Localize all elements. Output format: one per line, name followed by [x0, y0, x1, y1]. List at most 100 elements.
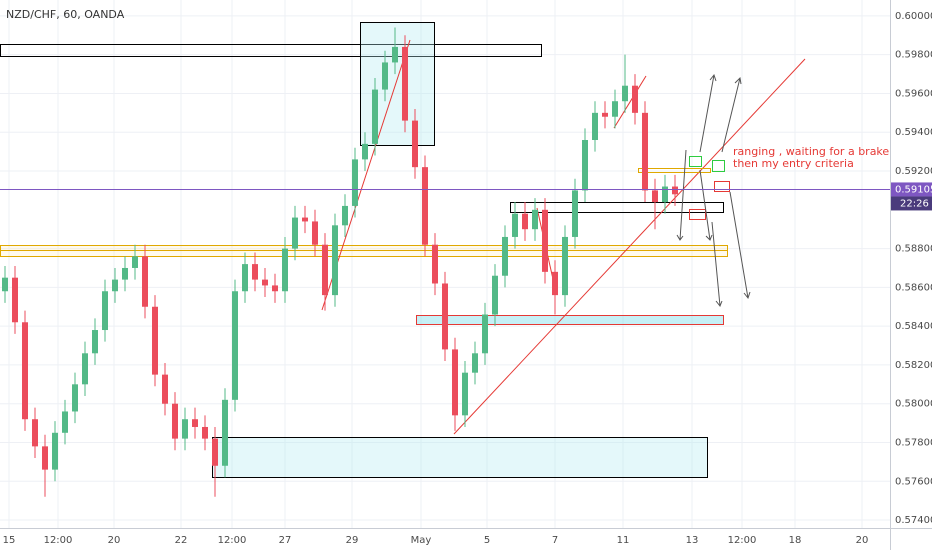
- candle-body: [442, 283, 448, 350]
- x-tick-label: 11: [617, 535, 630, 546]
- x-tick-label: 27: [279, 535, 292, 546]
- annotation: ranging , waiting for a brake out: [733, 145, 911, 158]
- candles: [0, 27, 890, 497]
- candle-body: [472, 353, 478, 373]
- candle-body: [252, 264, 258, 280]
- candle-body: [352, 159, 358, 206]
- candle-body: [622, 85, 628, 102]
- x-tick-label: 12:00: [728, 535, 757, 546]
- trendline: [453, 58, 806, 435]
- candle-body: [642, 112, 648, 191]
- candle-body: [182, 419, 188, 439]
- box: [714, 181, 730, 192]
- candle-body: [612, 101, 618, 117]
- candle-body: [232, 291, 238, 400]
- x-tick-label: 5: [484, 535, 490, 546]
- candle-body: [62, 411, 68, 433]
- candle-body: [512, 213, 518, 237]
- zone: [638, 168, 711, 173]
- arrow: [676, 149, 687, 241]
- x-tick-label: 13: [686, 535, 699, 546]
- grid: [0, 0, 890, 528]
- candle-body: [322, 244, 328, 296]
- candle-body: [602, 112, 608, 117]
- countdown-box: [891, 196, 932, 211]
- candle-body: [262, 279, 268, 286]
- candle-body: [522, 213, 528, 230]
- candle-body: [292, 217, 298, 249]
- candle-body: [42, 446, 48, 470]
- annotation: then my entry criteria: [733, 157, 854, 170]
- candle-body: [542, 209, 548, 272]
- candle-body: [242, 264, 248, 292]
- candle-body: [282, 248, 288, 292]
- candle-body: [452, 349, 458, 416]
- candle-body: [272, 285, 278, 292]
- candle-body: [362, 143, 368, 160]
- candle-body: [202, 426, 208, 439]
- candle-body: [552, 271, 558, 296]
- candle-body: [92, 330, 98, 354]
- candle-body: [582, 139, 588, 191]
- candle-body: [502, 236, 508, 276]
- x-tick-label: 7: [552, 535, 558, 546]
- time-axis: [0, 528, 932, 550]
- x-tick-label: 18: [789, 535, 802, 546]
- candle-body: [672, 186, 678, 195]
- candle-body: [412, 120, 418, 168]
- candle-body: [492, 275, 498, 315]
- candle-body: [592, 112, 598, 140]
- candle-body: [142, 256, 148, 307]
- arrow: [711, 221, 723, 307]
- candle-body: [12, 277, 18, 323]
- zone: [0, 44, 542, 57]
- arrow: [699, 73, 717, 153]
- x-tick-label: 12:00: [44, 535, 73, 546]
- zone: [212, 437, 708, 478]
- candle-body: [52, 432, 58, 470]
- candle-body: [332, 225, 338, 296]
- x-tick-label: 20: [108, 535, 121, 546]
- candle-body: [402, 46, 408, 121]
- box: [689, 156, 702, 167]
- price-label: 0.59105: [895, 184, 932, 195]
- candle-body: [422, 167, 428, 245]
- x-tick-label: 22: [175, 535, 188, 546]
- arrow: [729, 191, 751, 300]
- candle-body: [162, 374, 168, 404]
- chart-title: NZD/CHF, 60, OANDA: [6, 8, 125, 21]
- candle-body: [72, 384, 78, 412]
- price-axis: [890, 0, 932, 550]
- candle-body: [312, 221, 318, 245]
- candle-body: [152, 306, 158, 375]
- x-tick-label: May: [411, 535, 432, 546]
- x-tick-label: 15: [3, 535, 16, 546]
- countdown: 22:26: [900, 198, 929, 209]
- price-label-box: [891, 182, 932, 197]
- candle-body: [462, 372, 468, 416]
- candle-body: [372, 89, 378, 144]
- box: [689, 209, 706, 220]
- candle-body: [392, 46, 398, 63]
- trendline: [613, 75, 647, 129]
- candle-body: [172, 403, 178, 439]
- candle-body: [102, 291, 108, 331]
- candle-body: [192, 419, 198, 427]
- candle-body: [32, 419, 38, 447]
- candle-body: [532, 209, 538, 230]
- candle-body: [432, 244, 438, 284]
- x-tick-label: 12:00: [218, 535, 247, 546]
- candle-body: [122, 267, 128, 280]
- candle-body: [562, 236, 568, 296]
- arrow: [699, 169, 713, 241]
